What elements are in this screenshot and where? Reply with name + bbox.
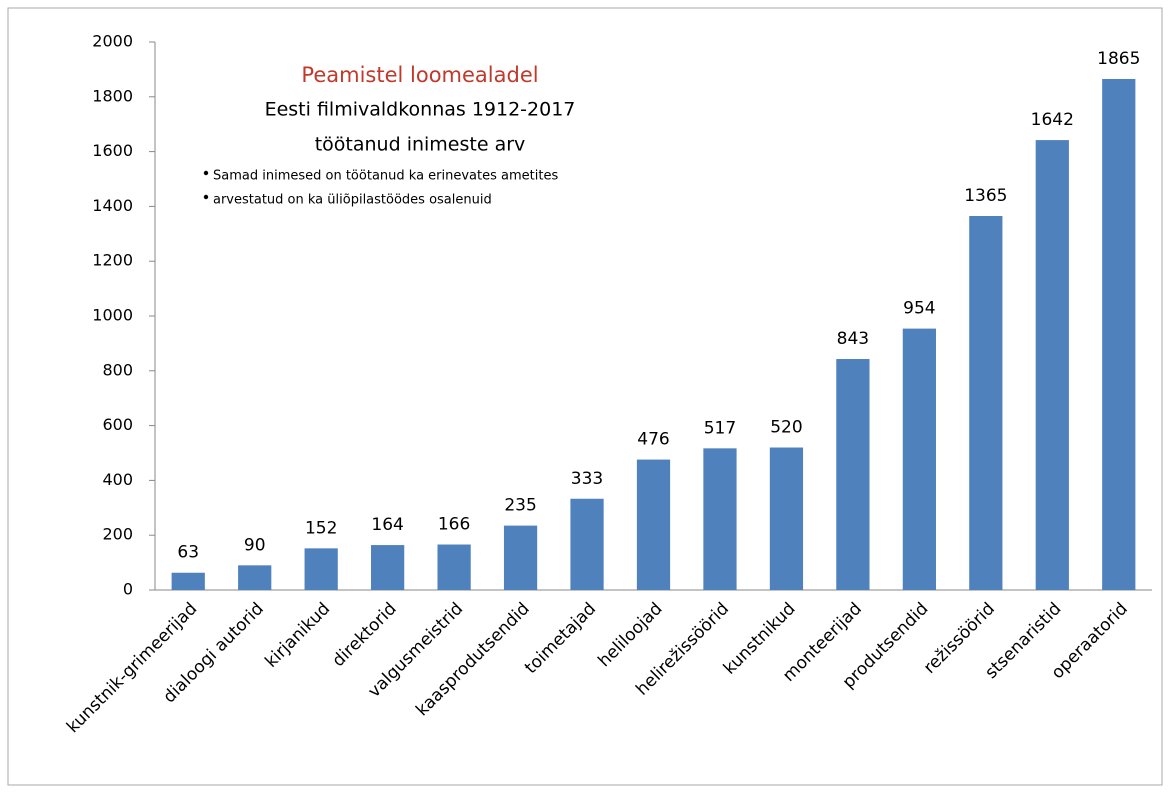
bar xyxy=(304,548,338,590)
bar xyxy=(769,447,804,590)
y-tick-label: 600 xyxy=(102,415,133,434)
y-tick-label: 400 xyxy=(102,470,133,489)
value-label: 235 xyxy=(504,496,536,516)
bar xyxy=(570,498,604,590)
value-label: 90 xyxy=(244,535,266,555)
bar xyxy=(503,525,538,590)
value-label: 954 xyxy=(903,299,935,319)
chart-subtitle: Eesti filmivaldkonnas 1912-2017 xyxy=(265,99,576,121)
x-tick-label: kunstnik-grimeerijad xyxy=(63,599,201,737)
bar xyxy=(1035,140,1069,591)
chart-border xyxy=(7,7,1163,786)
annotation: arvestatud on ka üliõpilastöödes osalenu… xyxy=(213,193,492,208)
value-label: 520 xyxy=(770,418,802,438)
y-tick-label: 1800 xyxy=(92,86,133,105)
value-label: 1642 xyxy=(1031,110,1074,130)
value-label: 152 xyxy=(305,518,337,538)
x-tick-label: direktorid xyxy=(329,599,401,671)
bar xyxy=(902,328,936,590)
value-label: 843 xyxy=(837,329,869,349)
value-label: 166 xyxy=(438,515,470,535)
value-label: 1865 xyxy=(1097,49,1140,69)
value-label: 476 xyxy=(637,430,669,450)
value-label: 1365 xyxy=(964,186,1007,206)
x-tick-label: heliloojad xyxy=(594,599,666,671)
bar xyxy=(437,544,471,590)
x-tick-label: kaasprodutsendid xyxy=(412,599,533,720)
y-tick-label: 2000 xyxy=(92,32,133,51)
y-tick-label: 1200 xyxy=(92,251,133,270)
chart-title: Peamistel loomealadel xyxy=(301,63,538,87)
chart-subtitle: töötanud inimeste arv xyxy=(315,134,526,156)
bar xyxy=(238,565,272,590)
bullet xyxy=(203,194,209,200)
bullet xyxy=(203,170,209,176)
value-label: 517 xyxy=(704,418,736,438)
x-tick-label: kirjanikud xyxy=(261,599,334,672)
annotation: Samad inimesed on töötanud ka erinevates… xyxy=(213,169,558,184)
bar xyxy=(1102,78,1136,591)
x-tick-label: toimetajad xyxy=(521,599,600,678)
y-tick-label: 800 xyxy=(102,360,133,379)
bar xyxy=(171,572,205,590)
y-tick-label: 0 xyxy=(123,580,133,599)
value-label: 333 xyxy=(571,469,603,489)
value-label: 164 xyxy=(371,515,403,535)
y-tick-label: 1400 xyxy=(92,196,133,215)
y-tick-label: 1000 xyxy=(92,306,133,325)
value-label: 63 xyxy=(177,543,199,563)
bar xyxy=(969,215,1003,591)
y-tick-label: 200 xyxy=(102,525,133,544)
bar xyxy=(836,359,870,590)
bar xyxy=(636,459,671,590)
bar xyxy=(371,545,405,590)
bar xyxy=(703,448,737,590)
y-tick-label: 1600 xyxy=(92,141,133,160)
